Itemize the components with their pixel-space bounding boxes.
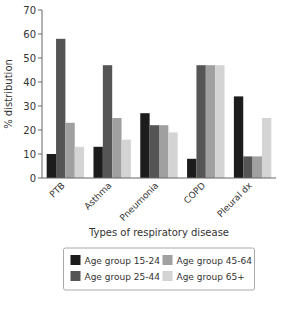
y-tick-label: 50 [23,53,36,64]
y-tick-label: 10 [23,149,36,160]
x-axis-label: Types of respiratory disease [88,227,229,238]
bar [159,125,168,178]
y-axis-line [42,10,43,178]
legend-swatch [71,271,81,281]
legend-swatch [163,255,173,265]
y-tick-label: 30 [23,101,36,112]
bar [150,125,159,178]
y-tick [38,10,42,11]
y-tick [38,82,42,83]
x-tick-label: Pneumonia [118,180,161,223]
bar [215,65,224,178]
bar [112,118,121,178]
y-axis-label: % distribution [3,59,14,129]
chart-svg: 0 10 20 30 40 50 60 70 PTB AsthmaPneumonia COPD Ple… [0,0,284,316]
y-tick [38,106,42,107]
y-tick [38,58,42,59]
x-tick-label: PTB [48,180,67,199]
legend-swatch [163,271,173,281]
x-tick-label: Asthma [82,180,113,211]
bars [47,39,272,178]
bar [243,156,252,178]
chart-container: 0 10 20 30 40 50 60 70 PTB AsthmaPneumonia COPD Ple… [0,0,284,316]
y-tick [38,130,42,131]
y-tick-label: 60 [23,29,36,40]
bar [103,65,112,178]
x-tick-label: Pleural dx [215,180,254,219]
bar [168,132,177,178]
legend-swatch [71,255,81,265]
y-tick-label: 70 [23,5,36,16]
y-tick [38,154,42,155]
bar [253,156,262,178]
bar [234,96,243,178]
bar [47,154,56,178]
legend-label: Age group 15-24 [85,256,161,266]
x-tick-label: COPD [182,180,207,205]
x-axis-line [42,178,276,179]
bar [93,147,102,178]
y-tick-label: 20 [23,125,36,136]
bar [206,65,215,178]
legend-label: Age group 65+ [177,272,245,282]
y-tick-label: 0 [30,173,36,184]
bar [140,113,149,178]
bar [122,140,131,178]
y-tick-label: 40 [23,77,36,88]
bar [75,147,84,178]
y-tick [38,178,42,179]
legend-label: Age group 45-64 [177,256,253,266]
bar [196,65,205,178]
bar [56,39,65,178]
legend-frame [64,248,255,290]
bar [262,118,271,178]
bar [65,123,74,178]
legend-label: Age group 25-44 [85,272,161,282]
y-tick [38,34,42,35]
bar [187,159,196,178]
